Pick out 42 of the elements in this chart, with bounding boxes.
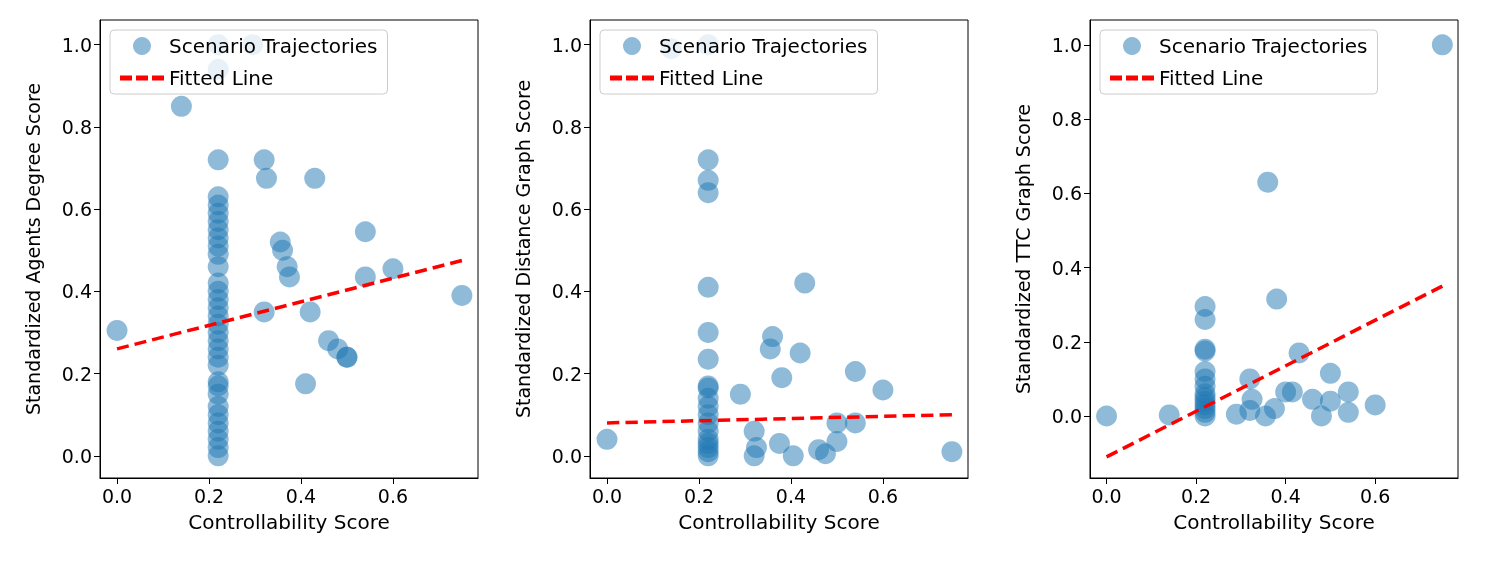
y-tick-label: 0.2: [61, 362, 92, 385]
x-tick-label: 0.2: [1180, 484, 1212, 507]
y-axis-title: Standardized TTC Graph Score: [1011, 103, 1034, 395]
y-tick-label: 0.0: [61, 444, 92, 467]
legend-label: Scenario Trajectories: [659, 34, 868, 58]
x-axis-title: Controllability Score: [188, 510, 390, 534]
x-tick-label: 0.0: [1091, 484, 1122, 507]
x-tick-label: 0.6: [377, 484, 409, 507]
x-tick-label: 0.4: [775, 484, 807, 507]
y-tick-label: 0.6: [61, 198, 92, 221]
y-tick-label: 1.0: [61, 33, 92, 56]
x-tick-label: 0.4: [285, 484, 317, 507]
y-tick-label: 0.0: [551, 444, 582, 467]
y-tick-label: 0.6: [1051, 182, 1082, 205]
x-tick-label: 0.2: [193, 484, 225, 507]
legend-label: Scenario Trajectories: [1159, 34, 1368, 58]
legend-label: Fitted Line: [659, 66, 764, 90]
y-axis-title: Standardized Agents Degree Score: [21, 82, 44, 416]
x-axis-title: Controllability Score: [1173, 510, 1375, 534]
legend-label: Fitted Line: [169, 66, 274, 90]
y-axis-title: Standardized Distance Graph Score: [511, 79, 534, 419]
y-tick-label: 0.4: [551, 280, 582, 303]
y-tick-label: 1.0: [1051, 33, 1082, 56]
y-tick-label: 0.6: [551, 198, 582, 221]
legend-label: Scenario Trajectories: [169, 34, 378, 58]
y-tick-label: 0.0: [1051, 405, 1082, 428]
x-tick-label: 0.6: [867, 484, 899, 507]
x-tick-label: 0.6: [1360, 484, 1391, 507]
y-tick-label: 0.4: [1051, 256, 1082, 279]
x-tick-label: 0.0: [591, 484, 623, 507]
x-tick-label: 0.0: [101, 484, 133, 507]
y-tick-label: 0.8: [1051, 108, 1082, 131]
y-tick-label: 0.8: [551, 115, 582, 138]
y-tick-label: 1.0: [551, 33, 582, 56]
y-tick-label: 0.2: [551, 362, 582, 385]
y-tick-label: 0.2: [1051, 330, 1082, 353]
x-tick-label: 0.2: [683, 484, 715, 507]
x-axis-title: Controllability Score: [678, 510, 880, 534]
legend-label: Fitted Line: [1159, 66, 1264, 90]
y-tick-label: 0.4: [61, 280, 92, 303]
x-tick-label: 0.4: [1270, 484, 1301, 507]
y-tick-label: 0.8: [61, 115, 92, 138]
